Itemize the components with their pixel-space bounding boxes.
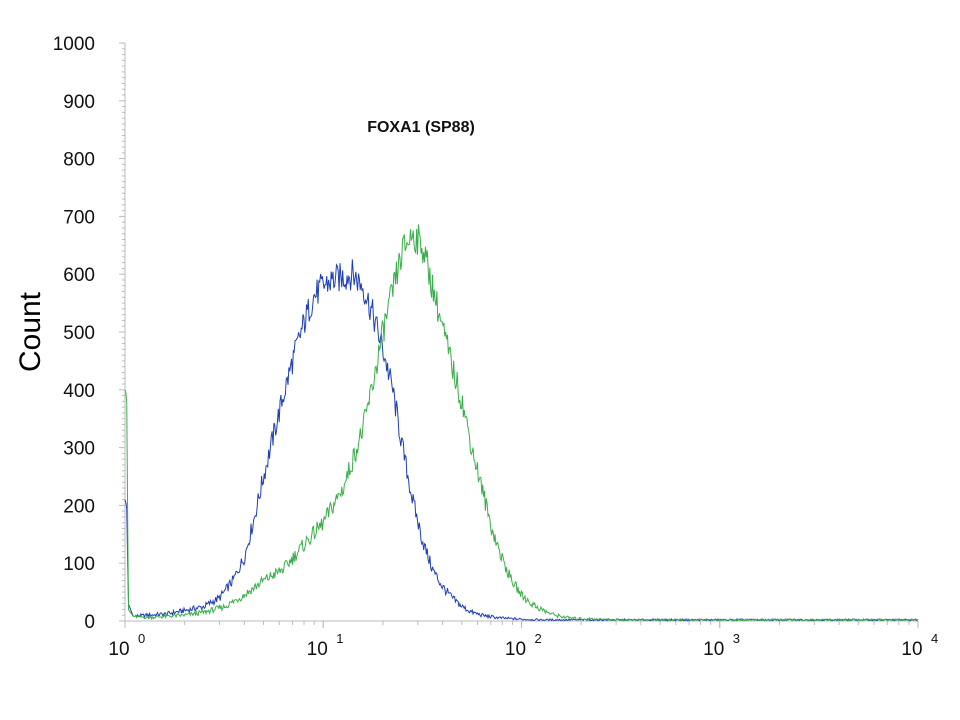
y-tick-label: 300 [63,439,95,460]
x-tick-label-exponent: 0 [138,631,145,646]
x-tick-label-base: 10 [108,639,129,660]
series-line [124,224,919,622]
x-tick-label-exponent: 3 [733,631,740,646]
y-tick-label: 100 [63,554,95,575]
y-tick-label: 1000 [53,34,95,55]
y-axis-label: Count [14,291,47,372]
y-tick-label: 0 [84,612,95,633]
y-tick-label: 400 [63,381,95,402]
y-tick-label: 800 [63,150,95,171]
series-group [124,224,919,622]
y-tick-label: 600 [63,265,95,286]
y-tick-label: 700 [63,207,95,228]
axes: 0100200300400500600700800900100010010110… [53,34,939,660]
x-tick-label-base: 10 [307,639,328,660]
x-tick-label-exponent: 4 [931,631,938,646]
x-tick-label-exponent: 1 [336,631,343,646]
y-tick-label: 500 [63,323,95,344]
x-tick-label-base: 10 [901,639,922,660]
x-tick-label-exponent: 2 [535,631,542,646]
chart-title: FOXA1 (SP88) [367,119,475,136]
series-1 [124,224,919,622]
x-tick-label-base: 10 [703,639,724,660]
x-tick-label-base: 10 [505,639,526,660]
y-tick-label: 200 [63,496,95,517]
y-tick-label: 900 [63,92,95,113]
series-0 [124,259,919,622]
series-line [124,259,919,622]
